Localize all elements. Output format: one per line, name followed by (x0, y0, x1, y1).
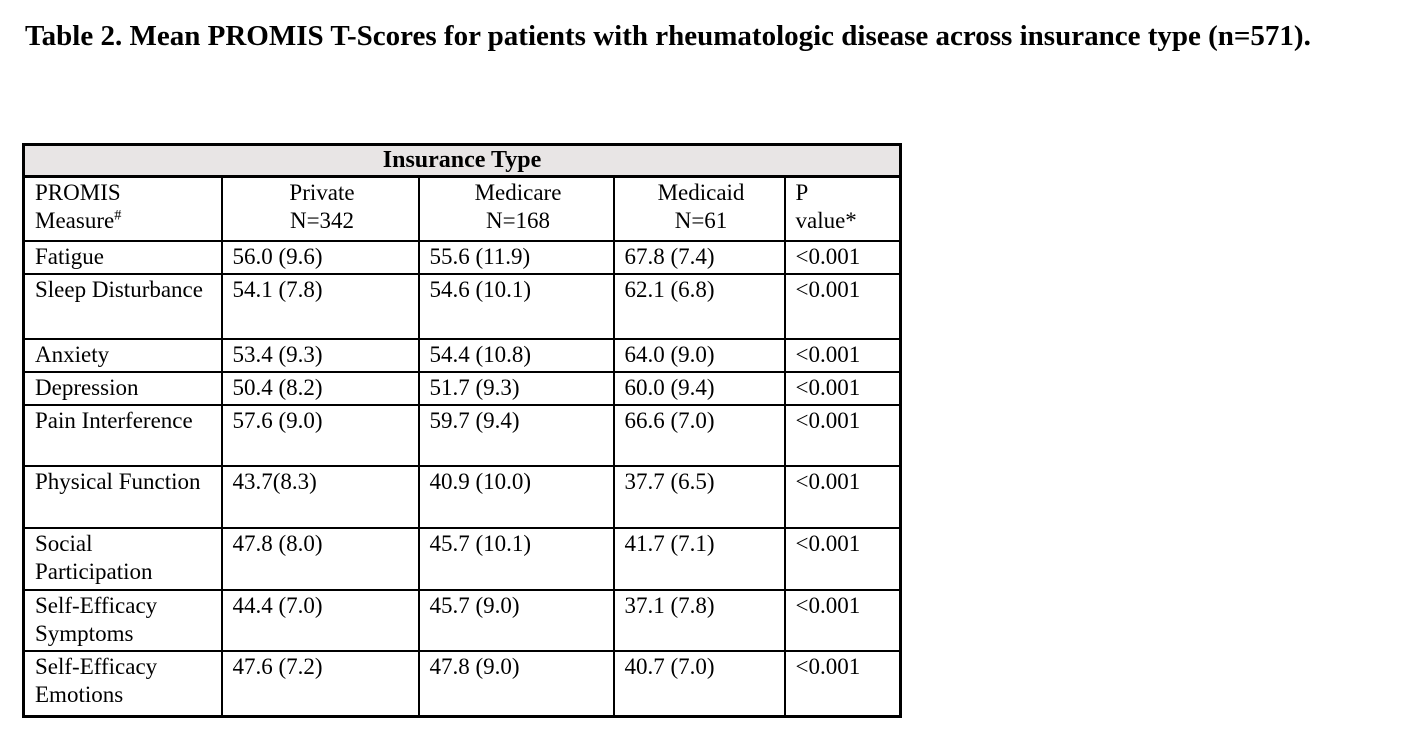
table-row-pain-interference: Pain Interference 57.6 (9.0) 59.7 (9.4) … (22, 403, 902, 467)
p-value-cell: <0.001 (783, 239, 902, 275)
promis-table: Insurance Type PROMIS Measure# Private N=3… (22, 143, 902, 718)
private-value-cell: 43.7(8.3) (220, 464, 420, 529)
medicare-value-cell: 59.7 (9.4) (417, 403, 615, 467)
private-value-cell: 44.4 (7.0) (220, 588, 420, 653)
medicaid-value-cell: 64.0 (9.0) (612, 337, 786, 373)
header-promis-line2: Measure (35, 208, 115, 234)
medicare-value-cell: 55.6 (11.9) (417, 239, 615, 275)
p-value-cell: <0.001 (783, 272, 902, 340)
p-value-cell: <0.001 (783, 403, 902, 467)
table-row-self-efficacy-symptoms: Self-Efficacy Symptoms 44.4 (7.0) 45.7 (… (22, 588, 902, 653)
header-medicaid-line2: N=61 (674, 208, 728, 234)
medicare-value-cell: 54.6 (10.1) (417, 272, 615, 340)
table-row-sleep-disturbance: Sleep Disturbance 54.1 (7.8) 54.6 (10.1)… (22, 272, 902, 340)
private-value-cell: 56.0 (9.6) (220, 239, 420, 275)
table-row-fatigue: Fatigue 56.0 (9.6) 55.6 (11.9) 67.8 (7.4… (22, 239, 902, 275)
table-title: Table 2. Mean PROMIS T-Scores for patien… (25, 20, 1311, 52)
medicare-value-cell: 45.7 (10.1) (417, 526, 615, 591)
private-value-cell: 54.1 (7.8) (220, 272, 420, 340)
p-value-cell: <0.001 (783, 337, 902, 373)
private-value-cell: 57.6 (9.0) (220, 403, 420, 467)
table-row-anxiety: Anxiety 53.4 (9.3) 54.4 (10.8) 64.0 (9.0… (22, 337, 902, 373)
measure-superscript: # (114, 207, 122, 224)
medicaid-value-cell: 67.8 (7.4) (612, 239, 786, 275)
header-medicare-line1: Medicare (474, 180, 562, 206)
p-value-cell: <0.001 (783, 526, 902, 591)
medicare-value-cell: 47.8 (9.0) (417, 650, 615, 717)
header-medicaid: Medicaid N=61 (612, 175, 786, 242)
group-header-row: Insurance Type (22, 143, 902, 179)
table-row-self-efficacy-emotions: Self-Efficacy Emotions 47.6 (7.2) 47.8 (… (22, 650, 902, 717)
measure-cell: Self-Efficacy Emotions (22, 650, 223, 717)
medicare-value-cell: 45.7 (9.0) (417, 588, 615, 653)
medicaid-value-cell: 66.6 (7.0) (612, 403, 786, 467)
measure-cell: Pain Interference (22, 403, 223, 467)
medicaid-value-cell: 60.0 (9.4) (612, 370, 786, 406)
header-medicare-line2: N=168 (485, 208, 551, 234)
header-p-line2: value* (795, 208, 857, 234)
measure-cell: Self-Efficacy Symptoms (22, 588, 223, 653)
measure-cell: Fatigue (22, 239, 223, 275)
table-row-depression: Depression 50.4 (8.2) 51.7 (9.3) 60.0 (9… (22, 370, 902, 406)
medicare-value-cell: 40.9 (10.0) (417, 464, 615, 529)
p-value-cell: <0.001 (783, 464, 902, 529)
medicare-value-cell: 54.4 (10.8) (417, 337, 615, 373)
header-private: Private N=342 (220, 175, 420, 242)
p-value-cell: <0.001 (783, 588, 902, 653)
medicaid-value-cell: 62.1 (6.8) (612, 272, 786, 340)
header-medicare: Medicare N=168 (417, 175, 615, 242)
group-header-insurance-type: Insurance Type (22, 143, 902, 179)
table-row-physical-function: Physical Function 43.7(8.3) 40.9 (10.0) … (22, 464, 902, 529)
header-p-line1: P (795, 180, 809, 206)
medicaid-value-cell: 37.7 (6.5) (612, 464, 786, 529)
private-value-cell: 50.4 (8.2) (220, 370, 420, 406)
measure-cell: Depression (22, 370, 223, 406)
header-private-line1: Private (289, 180, 355, 206)
header-promis-measure: PROMIS Measure# (22, 175, 223, 242)
header-private-line2: N=342 (289, 208, 355, 234)
p-value-cell: <0.001 (783, 370, 902, 406)
medicaid-value-cell: 41.7 (7.1) (612, 526, 786, 591)
table-row-social-participation: Social Participation 47.8 (8.0) 45.7 (10… (22, 526, 902, 591)
private-value-cell: 47.8 (8.0) (220, 526, 420, 591)
medicaid-value-cell: 40.7 (7.0) (612, 650, 786, 717)
header-promis-line1: PROMIS (35, 180, 121, 206)
private-value-cell: 47.6 (7.2) (220, 650, 420, 717)
measure-cell: Physical Function (22, 464, 223, 529)
medicaid-value-cell: 37.1 (7.8) (612, 588, 786, 653)
measure-cell: Sleep Disturbance (22, 272, 223, 340)
measure-cell: Anxiety (22, 337, 223, 373)
medicare-value-cell: 51.7 (9.3) (417, 370, 615, 406)
p-value-cell: <0.001 (783, 650, 902, 717)
measure-cell: Social Participation (22, 526, 223, 591)
header-medicaid-line1: Medicaid (657, 180, 745, 206)
private-value-cell: 53.4 (9.3) (220, 337, 420, 373)
column-header-row: PROMIS Measure# Private N=342 Medicare N=16… (22, 175, 902, 242)
